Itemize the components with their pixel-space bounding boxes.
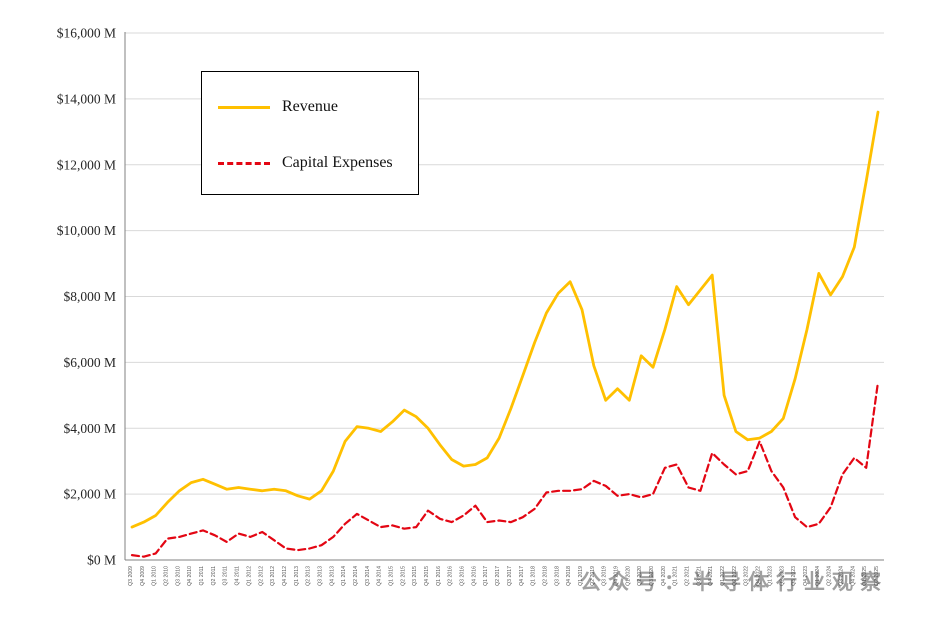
y-axis-tick-label: $4,000 M: [63, 421, 116, 436]
x-axis-tick-label: Q4 2014: [377, 566, 383, 586]
x-axis-tick-label: Q1 2022: [720, 566, 726, 586]
y-axis-tick-label: $8,000 M: [63, 289, 116, 304]
x-axis-tick-label: Q1 2025: [862, 566, 868, 586]
y-axis-tick-label: $2,000 M: [63, 487, 116, 502]
x-axis-tick-label: Q4 2015: [424, 566, 430, 586]
x-axis-tick-label: Q1 2021: [673, 566, 679, 586]
x-axis-tick-label: Q2 2013: [306, 566, 312, 586]
x-axis-tick-label: Q3 2009: [128, 566, 134, 586]
watermark-text: 公众号：半导体行业观察: [580, 570, 888, 594]
x-axis-tick-label: Q2 2010: [164, 566, 170, 586]
x-axis-tick-label: Q4 2016: [471, 566, 477, 586]
x-axis-tick-label: Q1 2017: [483, 566, 489, 586]
revenue-line: [130, 110, 880, 529]
x-axis-tick-label: Q2 2018: [542, 566, 548, 586]
x-axis-tick-label: Q4 2021: [708, 566, 714, 586]
x-axis-tick-label: Q1 2015: [389, 566, 395, 586]
x-axis-tick-label: Q2 2011: [211, 566, 217, 586]
x-axis-tick-label: Q1 2012: [246, 566, 252, 586]
x-axis-tick-label: Q4 2023: [803, 566, 809, 586]
x-axis-tick-label: Q1 2024: [815, 566, 821, 586]
x-axis-tick-label: Q1 2014: [341, 566, 347, 586]
x-axis-tick-label: Q4 2024: [850, 566, 856, 586]
x-axis-tick-label: Q1 2020: [625, 566, 631, 586]
x-axis-tick-label: Q2 2020: [637, 566, 643, 586]
x-axis-tick-label: Q4 2013: [329, 566, 335, 586]
chart-legend: Revenue Capital Expenses: [201, 71, 419, 195]
x-axis-tick-label: Q1 2013: [294, 566, 300, 586]
legend-item-revenue: Revenue: [218, 98, 338, 116]
x-axis-tick-label: Q3 2024: [838, 566, 844, 586]
x-axis-tick-label: Q2 2024: [827, 566, 833, 586]
x-axis-tick-label: Q1 2019: [578, 566, 584, 586]
x-axis-tick-label: Q1 2010: [152, 566, 158, 586]
x-axis-tick-label: Q2 2023: [779, 566, 785, 586]
x-axis-tick-label: Q1 2018: [531, 566, 537, 586]
x-axis-tick-label: Q2 2019: [590, 566, 596, 586]
x-axis-tick-label: Q4 2018: [566, 566, 572, 586]
x-axis-tick-label: Q3 2018: [554, 566, 560, 586]
x-axis-tick-label: Q4 2020: [661, 566, 667, 586]
x-axis-tick-label: Q4 2022: [756, 566, 762, 586]
x-axis-tick-label: Q2 2015: [400, 566, 406, 586]
x-axis-tick-label: Q3 2022: [744, 566, 750, 586]
capex-legend-label: Capital Expenses: [282, 154, 393, 171]
x-axis-tick-label: Q3 2019: [602, 566, 608, 586]
x-axis-tick-label: Q3 2014: [365, 566, 371, 586]
x-axis-tick-label: Q3 2017: [507, 566, 513, 586]
x-axis-tick-label: Q1 2011: [199, 566, 205, 586]
revenue-line-swatch: [218, 105, 270, 109]
x-axis-tick-label: Q4 2010: [187, 566, 193, 586]
capex-line: [130, 381, 880, 558]
x-axis-tick-label: Q3 2021: [696, 566, 702, 586]
x-axis-tick-label: Q2 2025: [874, 566, 880, 586]
revenue-legend-label: Revenue: [282, 98, 338, 115]
x-axis-tick-label: Q2 2021: [685, 566, 691, 586]
x-axis-tick-label: Q4 2012: [282, 566, 288, 586]
x-axis-tick-label: Q1 2023: [767, 566, 773, 586]
x-axis-tick-label: Q3 2020: [649, 566, 655, 586]
capex-line-swatch: [218, 161, 270, 165]
x-axis-tick-label: Q2 2014: [353, 566, 359, 586]
y-axis-tick-label: $12,000 M: [57, 157, 116, 172]
x-axis-tick-label: Q3 2011: [223, 566, 229, 586]
x-axis-tick-label: Q3 2016: [460, 566, 466, 586]
x-axis-tick-label: Q3 2012: [270, 566, 276, 586]
x-axis-tick-label: Q2 2012: [258, 566, 264, 586]
x-axis-tick-label: Q2 2022: [732, 566, 738, 586]
x-axis-tick-label: Q4 2011: [235, 566, 241, 586]
x-axis-tick-label: Q4 2019: [613, 566, 619, 586]
x-axis-tick-label: Q3 2013: [317, 566, 323, 586]
x-axis-tick-label: Q2 2017: [495, 566, 501, 586]
y-axis-tick-label: $0 M: [87, 553, 116, 568]
y-axis-tick-label: $16,000 M: [57, 26, 116, 41]
y-axis-tick-label: $10,000 M: [57, 223, 116, 238]
x-axis-tick-label: Q3 2023: [791, 566, 797, 586]
y-axis-tick-label: $6,000 M: [63, 355, 116, 370]
x-axis-tick-label: Q2 2016: [448, 566, 454, 586]
y-axis-tick-label: $14,000 M: [57, 91, 116, 106]
x-axis-tick-label: Q4 2009: [140, 566, 146, 586]
x-axis-tick-label: Q4 2017: [519, 566, 525, 586]
x-axis-tick-label: Q3 2010: [175, 566, 181, 586]
x-axis-tick-label: Q1 2016: [436, 566, 442, 586]
legend-item-capital-expenses: Capital Expenses: [218, 154, 393, 172]
x-axis-tick-label: Q3 2015: [412, 566, 418, 586]
